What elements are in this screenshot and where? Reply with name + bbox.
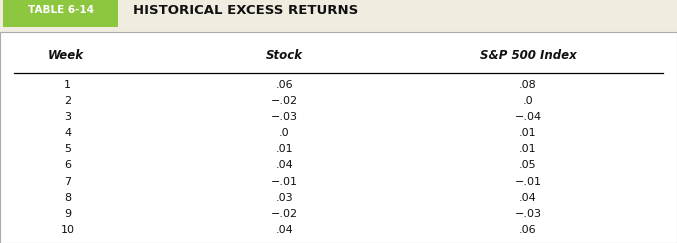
Text: .06: .06 [276,80,293,90]
Text: 8: 8 [64,193,71,203]
Text: 9: 9 [64,209,71,219]
Text: −.03: −.03 [271,112,298,122]
Text: TABLE 6-14: TABLE 6-14 [28,5,94,15]
Text: 1: 1 [64,80,71,90]
Text: .01: .01 [519,144,537,154]
Text: .01: .01 [276,144,293,154]
Text: .04: .04 [276,225,293,235]
Text: .08: .08 [519,80,537,90]
Text: 5: 5 [64,144,71,154]
Text: .04: .04 [276,160,293,170]
Bar [0,32,677,243]
Bar [0,0,677,32]
Text: 7: 7 [64,177,71,187]
Text: .05: .05 [519,160,537,170]
Text: HISTORICAL EXCESS RETURNS: HISTORICAL EXCESS RETURNS [133,4,359,17]
Text: S&P 500 Index: S&P 500 Index [480,49,576,62]
Text: Week: Week [47,49,83,62]
Text: .04: .04 [519,193,537,203]
Text: −.02: −.02 [271,209,298,219]
Text: .0: .0 [279,128,290,138]
Text: Stock: Stock [266,49,303,62]
Text: 4: 4 [64,128,71,138]
Text: .0: .0 [523,96,533,106]
Text: −.01: −.01 [271,177,298,187]
Text: .06: .06 [519,225,537,235]
Text: .03: .03 [276,193,293,203]
Bar [3,0,118,27]
Text: 2: 2 [64,96,71,106]
Text: −.03: −.03 [515,209,542,219]
Text: 10: 10 [61,225,74,235]
Text: 6: 6 [64,160,71,170]
Text: −.02: −.02 [271,96,298,106]
Text: 3: 3 [64,112,71,122]
Text: −.01: −.01 [515,177,542,187]
Text: .01: .01 [519,128,537,138]
Text: −.04: −.04 [515,112,542,122]
